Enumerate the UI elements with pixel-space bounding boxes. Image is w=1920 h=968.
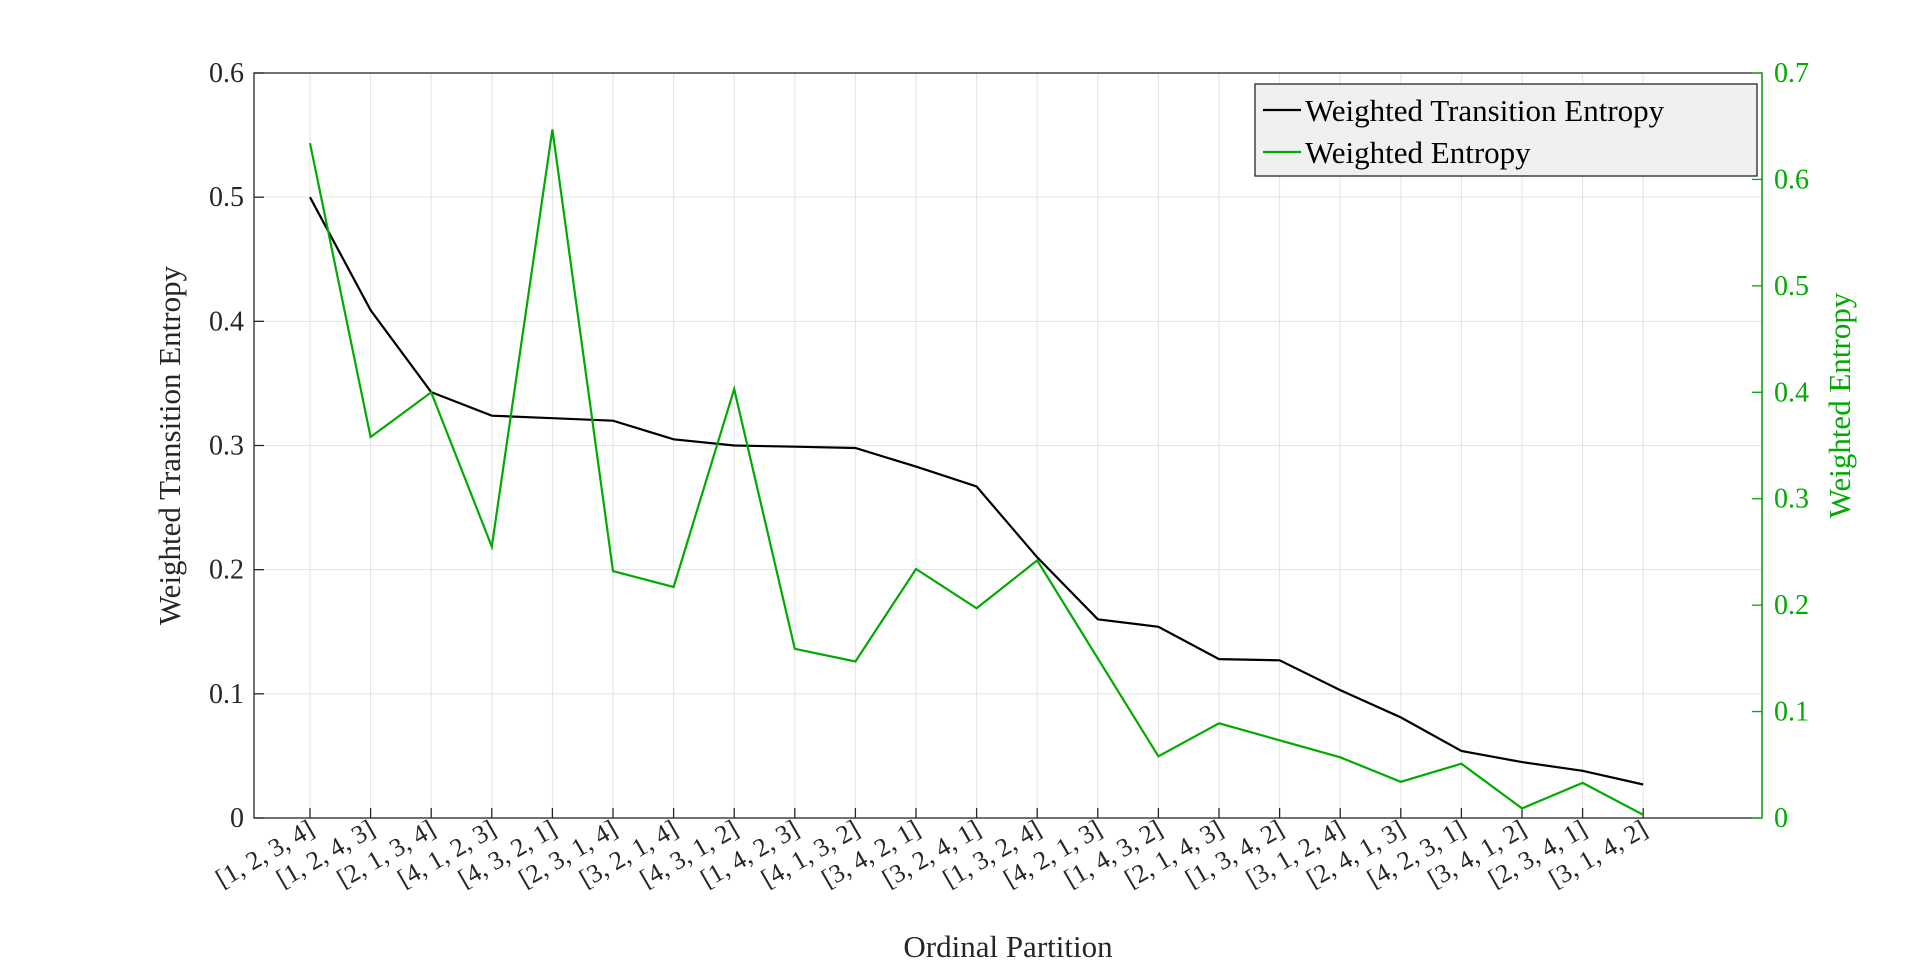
y-right-tick-label: 0.1	[1774, 697, 1809, 728]
x-axis-label: Ordinal Partition	[903, 929, 1113, 963]
y-right-tick-label: 0.4	[1774, 377, 1809, 408]
y-right-tick-label: 0	[1774, 803, 1788, 834]
y-left-tick-label: 0.3	[209, 431, 244, 462]
y-right-tick-label: 0.2	[1774, 590, 1809, 621]
y-left-tick-label: 0.2	[209, 555, 244, 586]
legend-entry-label: Weighted Entropy	[1305, 135, 1531, 170]
y-left-tick-label: 0.1	[209, 679, 244, 710]
legend: Weighted Transition Entropy Weighted Entr…	[1254, 83, 1758, 177]
y-left-tick-label: 0.5	[209, 182, 244, 213]
y-axis-left-label: Weighted Transition Entropy	[152, 265, 187, 625]
series	[308, 129, 1644, 816]
legend-entry-label: Weighted Transition Entropy	[1305, 93, 1665, 128]
series-line-weighted-transition-entropy	[309, 196, 1644, 786]
y-right-tick-label: 0.5	[1774, 271, 1809, 302]
legend-box	[1254, 83, 1758, 177]
y-left-tick-label: 0	[230, 803, 244, 834]
y-right-tick-label: 0.7	[1774, 58, 1809, 89]
y-left-tick-label: 0.4	[209, 306, 244, 337]
grid	[254, 73, 1762, 818]
y-axis-right-label: Weighted Entropy	[1822, 292, 1857, 518]
series-line-weighted-entropy	[308, 129, 1644, 816]
y-right-tick-label: 0.6	[1774, 164, 1809, 195]
y-left-tick-label: 0.6	[209, 58, 244, 89]
y-right-tick-label: 0.3	[1774, 484, 1809, 515]
